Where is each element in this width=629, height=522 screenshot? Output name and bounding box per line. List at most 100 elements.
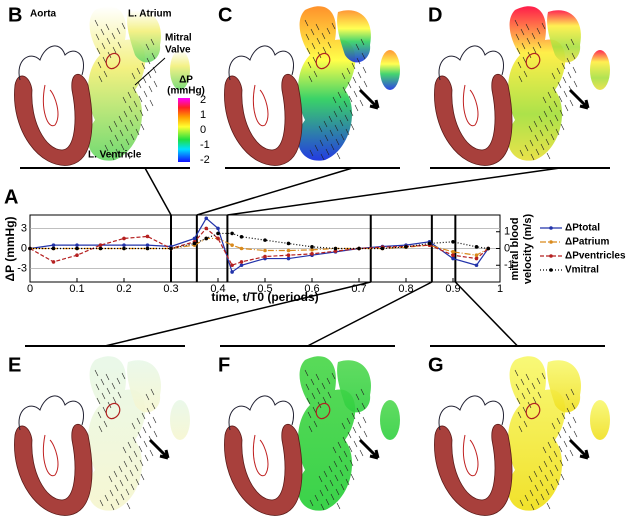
vortex bbox=[252, 434, 269, 477]
arrow bbox=[358, 438, 380, 460]
flow-vector bbox=[126, 152, 131, 160]
series-point bbox=[204, 226, 209, 231]
flow-vector bbox=[537, 391, 542, 399]
flow-vector bbox=[338, 455, 343, 463]
flow-vector bbox=[348, 445, 353, 453]
heart-wall bbox=[224, 423, 303, 516]
chart-a: A time, t/T0 (periods) ΔP (mmHg) mitral … bbox=[3, 167, 626, 347]
flow-vector bbox=[113, 120, 118, 128]
flow-vector bbox=[570, 38, 575, 46]
vortex bbox=[105, 402, 121, 420]
flow-vector bbox=[544, 474, 549, 482]
flow-vector bbox=[353, 90, 358, 98]
flow-vector bbox=[347, 431, 352, 439]
flow-vector bbox=[573, 80, 578, 88]
flow-vector bbox=[528, 125, 533, 133]
heart-outline bbox=[18, 395, 84, 431]
flow-vector bbox=[127, 441, 132, 449]
series-point bbox=[216, 226, 220, 231]
flow-field bbox=[380, 50, 400, 90]
flow-vector bbox=[546, 152, 551, 160]
series-point bbox=[51, 260, 56, 264]
flow-vector bbox=[149, 99, 154, 107]
legend-marker bbox=[549, 226, 553, 230]
series-point bbox=[474, 253, 479, 257]
flow-vector bbox=[98, 425, 103, 433]
flow-vector bbox=[553, 450, 558, 458]
heart-outline bbox=[438, 395, 504, 431]
panel-label: C bbox=[218, 4, 232, 26]
flow-vector bbox=[540, 493, 545, 501]
flow-vector bbox=[310, 28, 315, 36]
flow-vector bbox=[557, 431, 562, 439]
vortex bbox=[252, 84, 269, 127]
flow-vector bbox=[538, 115, 543, 123]
series-point bbox=[122, 243, 126, 247]
flow-vector bbox=[122, 96, 127, 104]
flow-vector bbox=[102, 406, 107, 414]
legend-label: ΔPtotal bbox=[565, 223, 600, 234]
flow-vector bbox=[329, 129, 334, 137]
flow-vector bbox=[554, 464, 559, 472]
flow-vector bbox=[563, 90, 568, 98]
flow-vector bbox=[518, 75, 523, 83]
flow-vector bbox=[99, 499, 104, 507]
panel: E bbox=[8, 354, 190, 516]
flow-vector bbox=[545, 138, 550, 146]
flow-vector bbox=[325, 148, 330, 156]
flow-vector bbox=[359, 449, 364, 457]
vortex bbox=[525, 402, 541, 420]
flow-vector bbox=[118, 465, 123, 473]
flow-vector bbox=[562, 426, 567, 434]
series-point bbox=[333, 249, 338, 253]
flow-vector bbox=[359, 99, 364, 107]
flow-vector bbox=[326, 27, 331, 35]
vortex bbox=[462, 84, 479, 127]
flow-vector bbox=[323, 120, 328, 128]
flow-vector bbox=[547, 441, 552, 449]
flow-vector bbox=[354, 104, 359, 112]
flow-vector bbox=[551, 422, 556, 430]
x-tick-label: 1 bbox=[497, 283, 503, 295]
flow-vector bbox=[148, 85, 153, 93]
flow-vector bbox=[547, 91, 552, 99]
flow-vector bbox=[555, 478, 560, 486]
flow-vector bbox=[122, 446, 127, 454]
flow-vector bbox=[548, 455, 553, 463]
flow-vector bbox=[550, 133, 555, 141]
flow-vector bbox=[99, 149, 104, 157]
flow-vector bbox=[146, 57, 151, 65]
y-tick-label: -3 bbox=[17, 263, 27, 275]
flow-vector bbox=[570, 388, 575, 396]
flow-vector bbox=[141, 412, 146, 420]
flow-vector bbox=[143, 90, 148, 98]
flow-vector bbox=[314, 144, 319, 152]
vortex bbox=[462, 434, 479, 477]
flow-vector bbox=[328, 465, 333, 473]
legend-label: ΔPventricles bbox=[565, 251, 626, 262]
flow-vector bbox=[533, 470, 538, 478]
flow-field bbox=[127, 10, 161, 63]
flow-vector bbox=[342, 86, 347, 94]
series-point bbox=[451, 253, 455, 257]
flow-vector bbox=[534, 134, 539, 142]
flow-vector bbox=[549, 469, 554, 477]
series-point bbox=[98, 246, 103, 251]
flow-vector bbox=[315, 373, 320, 381]
flow-vector bbox=[116, 377, 121, 385]
flow-vector bbox=[101, 42, 106, 50]
flow-vector bbox=[563, 440, 568, 448]
flow-vector bbox=[101, 392, 106, 400]
flow-vector bbox=[312, 406, 317, 414]
flow-vector bbox=[559, 459, 564, 467]
series-point bbox=[145, 234, 150, 239]
flow-vector bbox=[140, 123, 145, 131]
flow-vector bbox=[560, 473, 565, 481]
flow-vector bbox=[130, 133, 135, 141]
flow-vector bbox=[530, 153, 535, 161]
flow-vector bbox=[94, 369, 99, 377]
series-line bbox=[30, 232, 489, 250]
flow-vector bbox=[539, 479, 544, 487]
flow-vector bbox=[357, 421, 362, 429]
series-point bbox=[169, 246, 173, 251]
